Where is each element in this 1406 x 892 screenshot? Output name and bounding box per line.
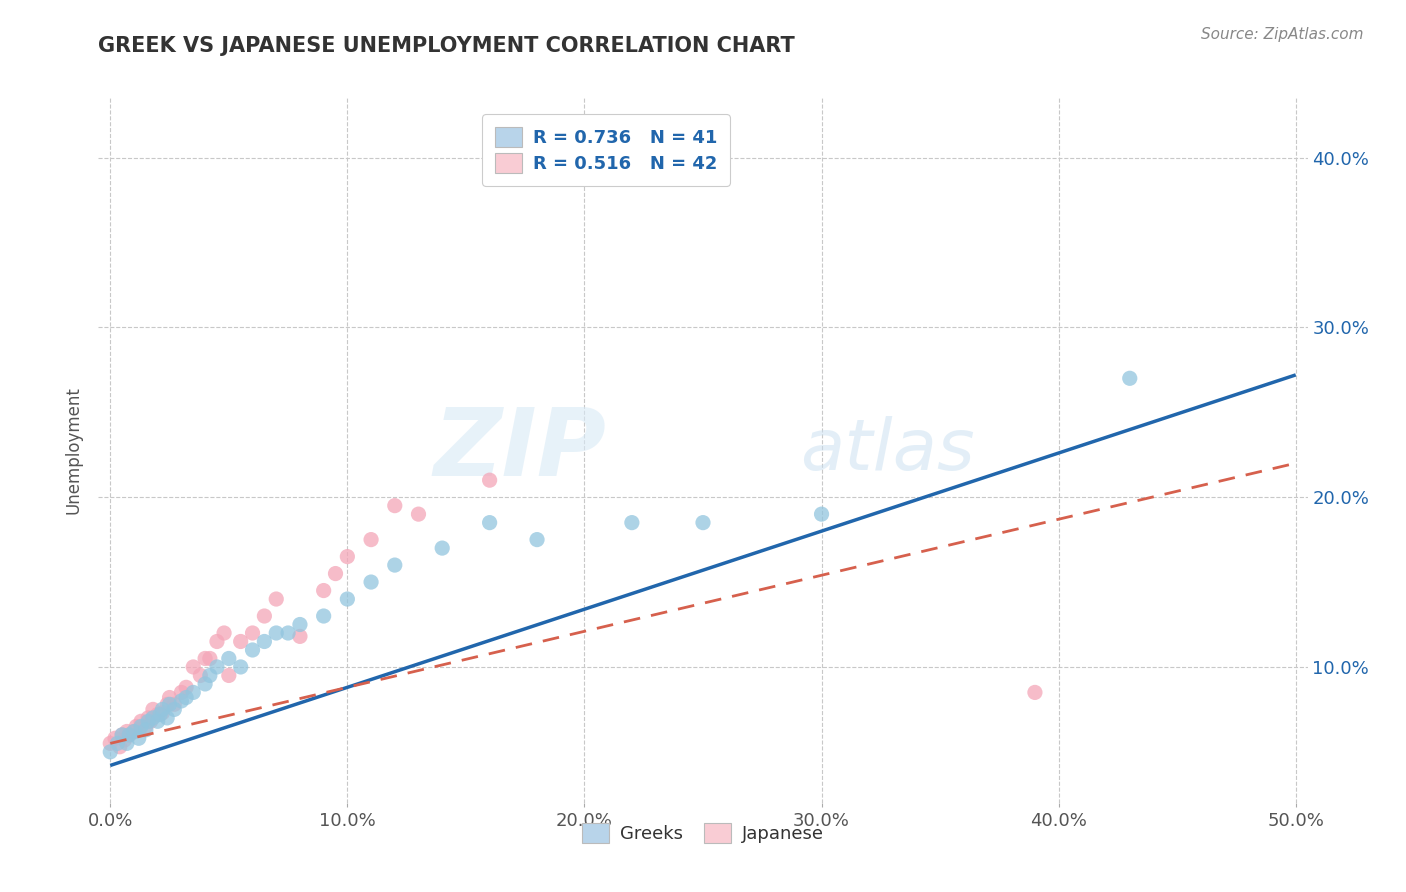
- Point: [136, 714, 159, 729]
- Text: atlas: atlas: [800, 416, 974, 485]
- Point: [108, 739, 131, 754]
- Point: [135, 723, 157, 737]
- Point: [129, 719, 152, 733]
- Point: [229, 660, 252, 674]
- Point: [170, 694, 193, 708]
- Point: [620, 516, 643, 530]
- Point: [384, 558, 406, 572]
- Point: [149, 707, 172, 722]
- Point: [478, 516, 501, 530]
- Point: [253, 609, 276, 624]
- Point: [181, 660, 204, 674]
- Legend: Greeks, Japanese: Greeks, Japanese: [575, 816, 831, 850]
- Point: [115, 736, 138, 750]
- Text: GREEK VS JAPANESE UNEMPLOYMENT CORRELATION CHART: GREEK VS JAPANESE UNEMPLOYMENT CORRELATI…: [98, 36, 796, 55]
- Point: [212, 626, 235, 640]
- Point: [104, 731, 127, 746]
- Point: [384, 499, 406, 513]
- Point: [478, 473, 501, 487]
- Point: [111, 728, 134, 742]
- Point: [122, 724, 145, 739]
- Point: [277, 626, 299, 640]
- Point: [1024, 685, 1046, 699]
- Point: [156, 711, 179, 725]
- Point: [128, 723, 150, 737]
- Text: Source: ZipAtlas.com: Source: ZipAtlas.com: [1201, 27, 1364, 42]
- Point: [242, 626, 264, 640]
- Point: [218, 668, 240, 682]
- Point: [174, 681, 197, 695]
- Point: [198, 651, 221, 665]
- Point: [181, 685, 204, 699]
- Point: [288, 617, 311, 632]
- Point: [432, 541, 454, 555]
- Point: [1119, 371, 1142, 385]
- Point: [194, 651, 217, 665]
- Point: [146, 707, 169, 722]
- Point: [408, 507, 430, 521]
- Point: [692, 516, 714, 530]
- Y-axis label: Unemployment: Unemployment: [65, 386, 83, 515]
- Point: [336, 592, 359, 607]
- Point: [156, 698, 179, 712]
- Point: [360, 533, 382, 547]
- Point: [288, 629, 311, 643]
- Point: [129, 714, 152, 729]
- Point: [810, 507, 832, 521]
- Point: [264, 592, 287, 607]
- Point: [142, 702, 165, 716]
- Point: [336, 549, 359, 564]
- Point: [98, 736, 121, 750]
- Point: [194, 677, 217, 691]
- Point: [136, 711, 159, 725]
- Text: ZIP: ZIP: [433, 404, 606, 497]
- Point: [159, 698, 181, 712]
- Point: [312, 583, 335, 598]
- Point: [170, 685, 193, 699]
- Point: [264, 626, 287, 640]
- Point: [118, 728, 141, 742]
- Point: [526, 533, 548, 547]
- Point: [198, 668, 221, 682]
- Point: [118, 728, 141, 742]
- Point: [152, 702, 174, 716]
- Point: [205, 634, 228, 648]
- Point: [105, 736, 128, 750]
- Point: [111, 728, 134, 742]
- Point: [253, 634, 276, 648]
- Point: [115, 724, 138, 739]
- Point: [122, 724, 145, 739]
- Point: [142, 711, 165, 725]
- Point: [159, 690, 181, 705]
- Point: [163, 698, 186, 712]
- Point: [146, 714, 169, 729]
- Point: [218, 651, 240, 665]
- Point: [139, 714, 162, 729]
- Point: [163, 702, 186, 716]
- Point: [114, 733, 136, 747]
- Point: [360, 575, 382, 590]
- Point: [128, 731, 150, 746]
- Point: [242, 643, 264, 657]
- Point: [98, 745, 121, 759]
- Point: [229, 634, 252, 648]
- Point: [174, 690, 197, 705]
- Point: [152, 706, 174, 720]
- Point: [312, 609, 335, 624]
- Point: [190, 668, 212, 682]
- Point: [205, 660, 228, 674]
- Point: [125, 719, 148, 733]
- Point: [325, 566, 347, 581]
- Point: [135, 719, 157, 733]
